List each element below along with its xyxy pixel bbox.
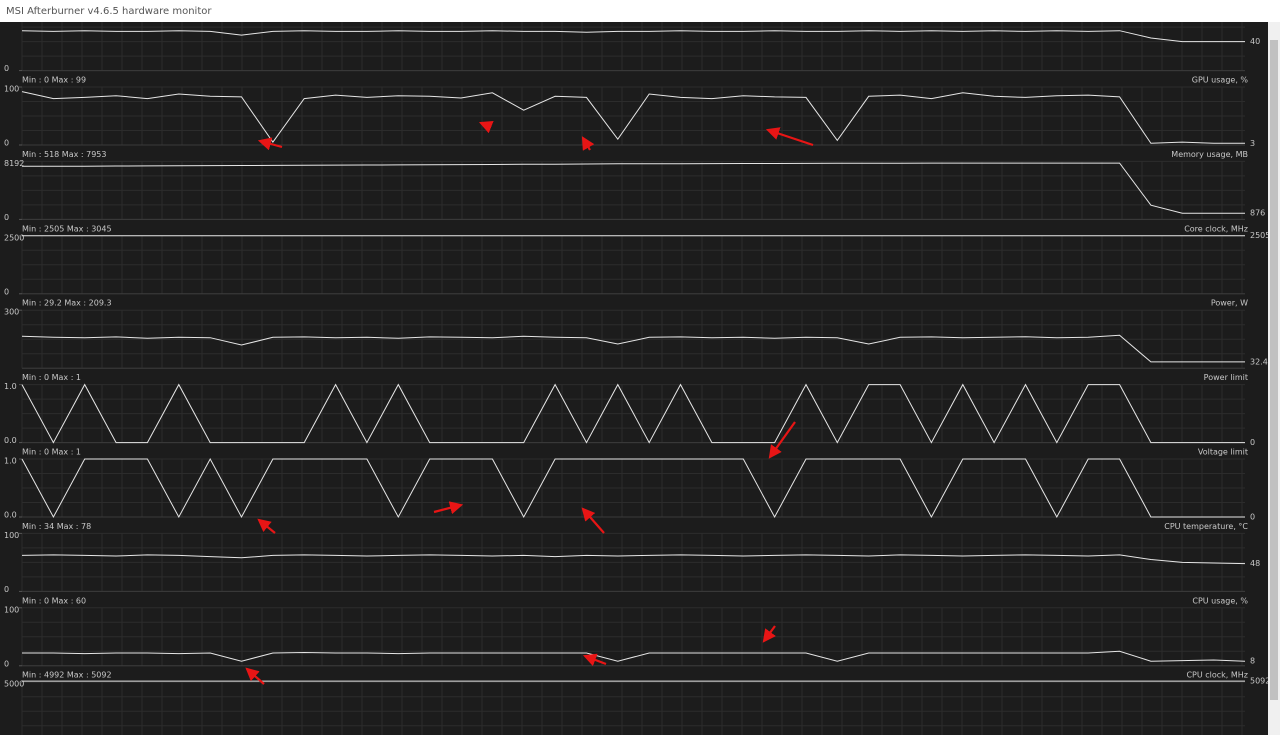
current-value: 48 <box>1250 559 1260 568</box>
y-tick-label: 0.0 <box>4 436 17 445</box>
arrow <box>581 507 605 534</box>
current-value: 3 <box>1250 139 1255 148</box>
graph-name: CPU temperature, °C <box>1164 522 1248 531</box>
annotation-arrows <box>245 120 814 685</box>
min-max-label: Min : 34 Max : 78 <box>22 522 91 531</box>
y-tick-label: 0 <box>4 585 9 594</box>
trace-line <box>21 91 1245 144</box>
arrow <box>478 120 494 134</box>
arrow <box>581 136 595 151</box>
y-tick-label: 0 <box>4 213 9 222</box>
trace-line <box>21 334 1245 363</box>
min-max-label: Min : 0 Max : 60 <box>22 596 86 605</box>
y-tick-label: 2500 <box>4 233 24 242</box>
graph-name: Memory usage, MB <box>1171 150 1248 159</box>
current-value: 876 <box>1250 209 1265 218</box>
arrow <box>768 421 796 459</box>
y-tick-label: 1.0 <box>4 457 17 466</box>
title-bar <box>0 0 1280 22</box>
scrollbar-thumb[interactable] <box>1270 40 1278 700</box>
y-tick-label: 100 <box>4 605 19 614</box>
current-value: 0 <box>1250 438 1255 447</box>
current-value: 32.4 <box>1250 357 1268 366</box>
graph-name: Core clock, MHz <box>1184 224 1248 233</box>
trace-line <box>21 457 1245 519</box>
y-tick-label: 0.0 <box>4 511 17 520</box>
y-tick-label: 100 <box>4 85 19 94</box>
arrow <box>245 667 265 685</box>
window-title: MSI Afterburner v4.6.5 hardware monitor <box>6 6 212 17</box>
current-value: 5092 <box>1250 677 1270 686</box>
current-value: 40 <box>1250 37 1260 46</box>
graph-name: Power, W <box>1211 299 1248 308</box>
trace-line <box>21 383 1245 444</box>
trace-line <box>21 30 1245 43</box>
arrow <box>257 518 276 534</box>
y-tick-label: 5000 <box>4 680 24 689</box>
y-tick-label: 300 <box>4 308 19 317</box>
y-tick-label: 1.0 <box>4 382 17 391</box>
trace-line <box>22 650 1246 662</box>
graph-name: GPU usage, % <box>1192 76 1249 85</box>
arrow <box>582 653 607 667</box>
y-tick-label: 0 <box>4 64 9 73</box>
min-max-label: Min : 518 Max : 7953 <box>22 150 106 159</box>
graph-name: CPU clock, MHz <box>1186 671 1248 680</box>
arrow <box>433 501 464 515</box>
y-tick-label: 0 <box>4 659 9 668</box>
y-tick-label: 8192 <box>4 159 24 168</box>
arrow <box>257 137 283 151</box>
trace-line <box>21 554 1246 565</box>
arrow <box>762 625 776 643</box>
y-tick-label: 0 <box>4 139 9 148</box>
current-value: 0 <box>1250 513 1255 522</box>
min-max-label: Min : 0 Max : 99 <box>22 76 86 85</box>
min-max-label: Min : 0 Max : 1 <box>22 448 81 457</box>
min-max-label: Min : 2505 Max : 3045 <box>22 224 112 233</box>
graph-panels: 0 40 Min : 0 Max : 99 GPU usage, % 0 100 3 Min … <box>4 12 1270 735</box>
trace-line <box>21 162 1245 214</box>
y-tick-label: 0 <box>4 287 9 296</box>
y-tick-label: 100 <box>4 531 19 540</box>
current-value: 2505 <box>1250 231 1270 240</box>
min-max-label: Min : 29.2 Max : 209.3 <box>22 299 112 308</box>
min-max-label: Min : 4992 Max : 5092 <box>22 671 112 680</box>
current-value: 8 <box>1250 657 1255 666</box>
graph-name: CPU usage, % <box>1192 596 1248 605</box>
arrow <box>765 127 814 147</box>
min-max-label: Min : 0 Max : 1 <box>22 373 81 382</box>
graph-name: Voltage limit <box>1198 448 1248 457</box>
graph-name: Power limit <box>1204 373 1248 382</box>
